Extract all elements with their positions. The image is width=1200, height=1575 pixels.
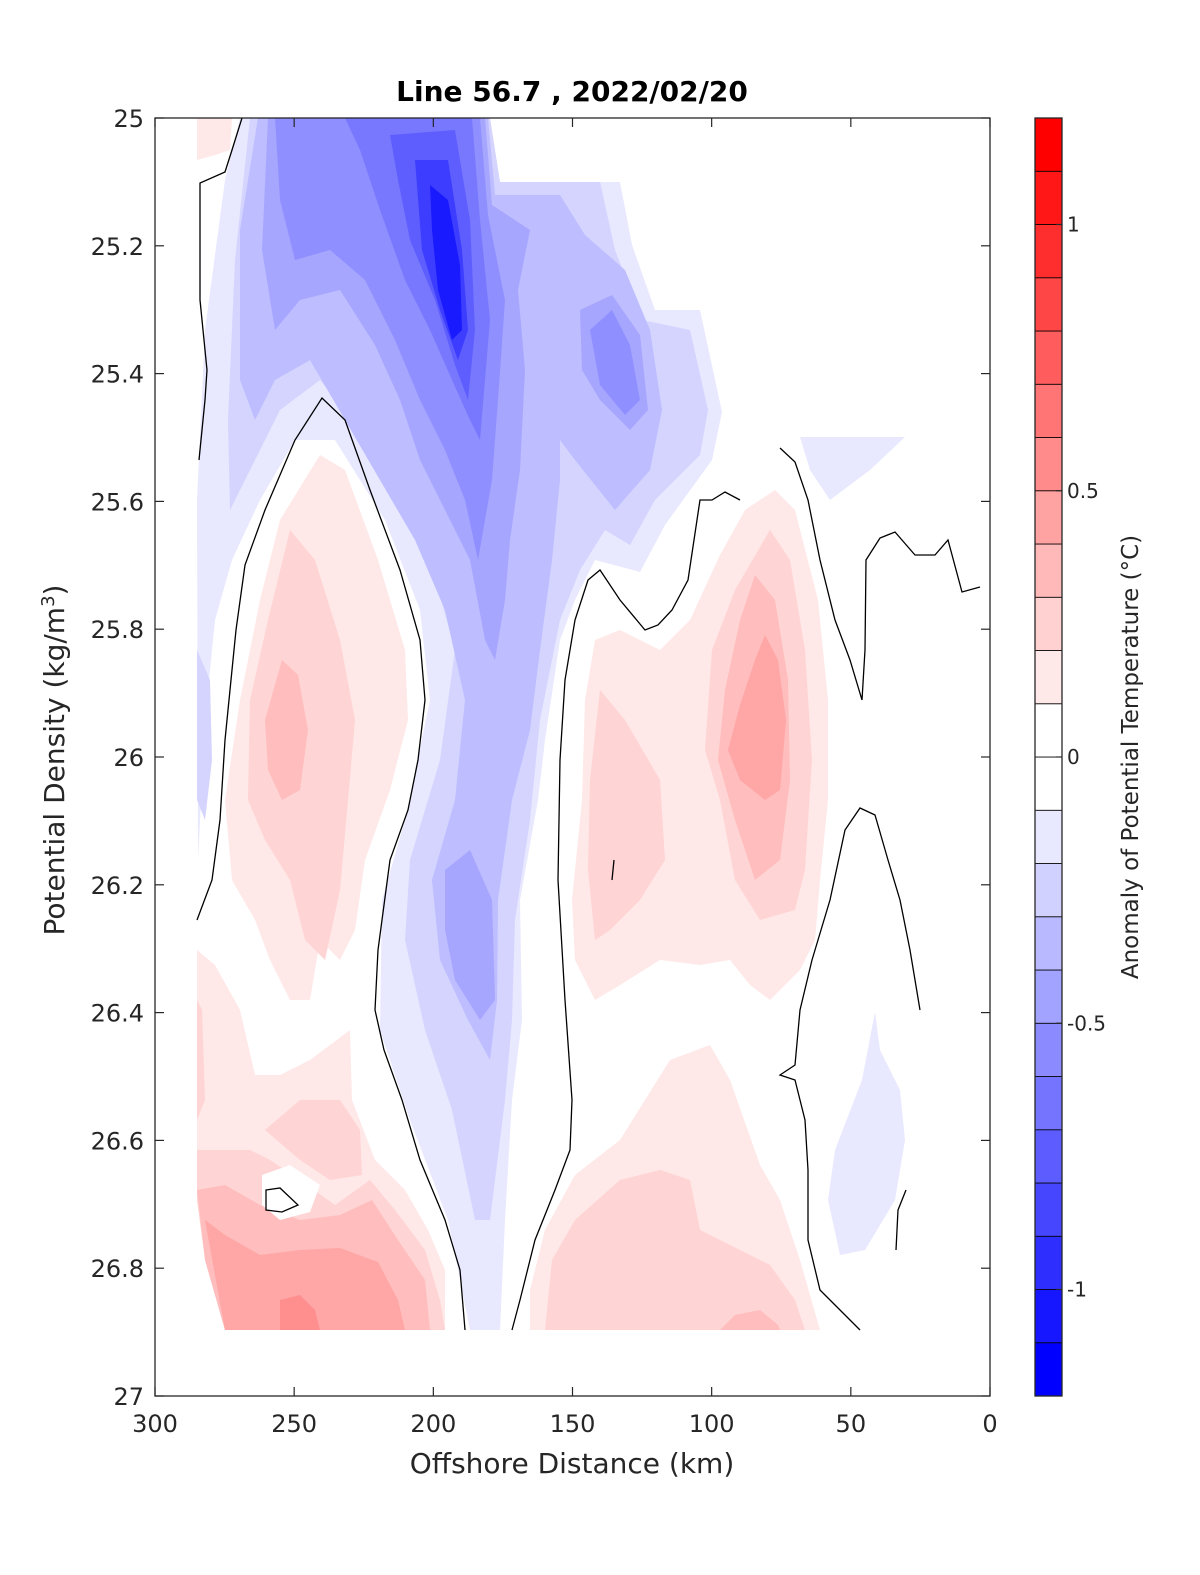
contour-band-neg-03 [240, 118, 662, 1060]
y-tick-label: 25.6 [91, 488, 144, 516]
x-axis: 300 250 200 150 100 50 0 [132, 118, 998, 1438]
y-axis-title-superscript: 3 [38, 595, 59, 606]
y-tick-label: 25.4 [91, 361, 144, 389]
zero-contour-line-05 [778, 807, 921, 1331]
y-tick-label: 25.2 [91, 233, 144, 261]
y-tick-label: 26 [113, 744, 144, 772]
contour-band-pos-20 [197, 118, 232, 160]
colorbar-band [1034, 969, 1063, 1024]
zero-contour-line-06 [895, 1189, 907, 1251]
colorbar-band [1034, 330, 1063, 385]
colorbar-tick-label: 0.5 [1067, 479, 1099, 503]
zero-contour-line-01 [198, 118, 243, 461]
colorbar-title: Anomaly of Potential Temperature (°C) [1118, 535, 1144, 979]
colorbar-band [1034, 863, 1063, 918]
x-tick-label: 300 [132, 1410, 178, 1438]
colorbar-tick-label: -0.5 [1067, 1011, 1106, 1035]
y-tick-label: 25.8 [91, 616, 144, 644]
zero-contour-line-03 [511, 491, 741, 1331]
colorbar-band [1034, 543, 1063, 598]
x-tick-label: 100 [689, 1410, 735, 1438]
zero-contour-line-07 [265, 1187, 300, 1213]
colorbar-band [1034, 916, 1063, 971]
zero-contour-line-02 [196, 396, 466, 1331]
chart-title: Line 56.7 , 2022/02/20 [396, 75, 748, 108]
colorbar-band [1034, 490, 1063, 545]
contour-band-pos-10 [197, 1000, 205, 1120]
colorbar-tick-label: -1 [1067, 1278, 1087, 1302]
zero-contour-line-08 [611, 859, 615, 881]
colorbar-tick-label: 0 [1067, 745, 1080, 769]
x-tick-label: 150 [550, 1410, 596, 1438]
colorbar-band [1034, 117, 1063, 172]
y-axis-title: Potential Density (kg/m3) [38, 585, 72, 936]
plot-frame: 300 250 200 150 100 50 0 2525.225.425.625.8262… [91, 105, 998, 1438]
y-tick-label: 26.4 [91, 1000, 144, 1028]
contour-band-neg-14 [800, 437, 905, 500]
y-tick-label: 25 [113, 105, 144, 133]
colorbar-band [1034, 1076, 1063, 1131]
negative-anomaly-region [197, 118, 905, 1330]
x-tick-label: 250 [271, 1410, 317, 1438]
colorbar-band [1034, 1342, 1063, 1397]
y-axis-title-main: Potential Density (kg/m [38, 607, 71, 936]
contour-band-pos-08 [588, 690, 665, 940]
colorbar-tick-label: 1 [1067, 213, 1080, 237]
y-tick-label: 27 [113, 1383, 144, 1411]
colorbar-band [1034, 1129, 1063, 1184]
contour-band-pos-14 [205, 1220, 405, 1330]
zero-contour-lines [196, 118, 981, 1331]
contour-band-pos-18 [545, 1170, 805, 1330]
contour-band-pos-15 [280, 1295, 320, 1330]
colorbar-band [1034, 1235, 1063, 1290]
colorbar-band [1034, 1289, 1063, 1344]
contour-band-neg-09 [430, 185, 462, 340]
contour-band-pos-11 [265, 1100, 362, 1180]
y-tick-label: 26.8 [91, 1255, 144, 1283]
colorbar: 1 0.5 0 -0.5 -1 [1034, 117, 1106, 1397]
contour-field [196, 118, 981, 1331]
colorbar-band [1034, 277, 1063, 332]
colorbar-band [1034, 224, 1063, 279]
colorbar-band [1034, 756, 1063, 811]
colorbar-band [1034, 650, 1063, 705]
colorbar-ticks: 1 0.5 0 -0.5 -1 [1056, 213, 1106, 1302]
contour-band-pos-07 [728, 635, 786, 800]
contour-band-neg-16 [197, 650, 212, 820]
positive-anomaly-region [197, 118, 828, 1330]
x-tick-label: 0 [982, 1410, 997, 1438]
x-tick-label: 200 [410, 1410, 456, 1438]
contour-band-neg-15 [828, 1012, 905, 1255]
x-axis-title: Offshore Distance (km) [410, 1447, 735, 1480]
colorbar-band [1034, 1182, 1063, 1237]
y-tick-label: 26.2 [91, 872, 144, 900]
colorbar-band [1034, 596, 1063, 651]
y-tick-label: 26.6 [91, 1127, 144, 1155]
colorbar-band [1034, 170, 1063, 225]
contour-band-neg-13 [445, 850, 495, 1020]
contour-band-pos-03 [265, 660, 308, 800]
colorbar-band [1034, 383, 1063, 438]
colorbar-band [1034, 1022, 1063, 1077]
colorbar-band [1034, 809, 1063, 864]
colorbar-band [1034, 703, 1063, 758]
colorbar-band [1034, 437, 1063, 492]
y-axis-title-close: ) [38, 585, 71, 596]
contour-band-pos-19 [720, 1310, 780, 1330]
zero-contour-line-04 [779, 447, 981, 701]
x-tick-label: 50 [836, 1410, 867, 1438]
y-axis: 25 25.2 25.4 25.6 25.8 26 26.2 26.4 26.6 26.8 27 [91, 105, 990, 1411]
contour-band-neg-12 [590, 310, 640, 415]
contour-band-pos-16 [262, 1165, 320, 1220]
